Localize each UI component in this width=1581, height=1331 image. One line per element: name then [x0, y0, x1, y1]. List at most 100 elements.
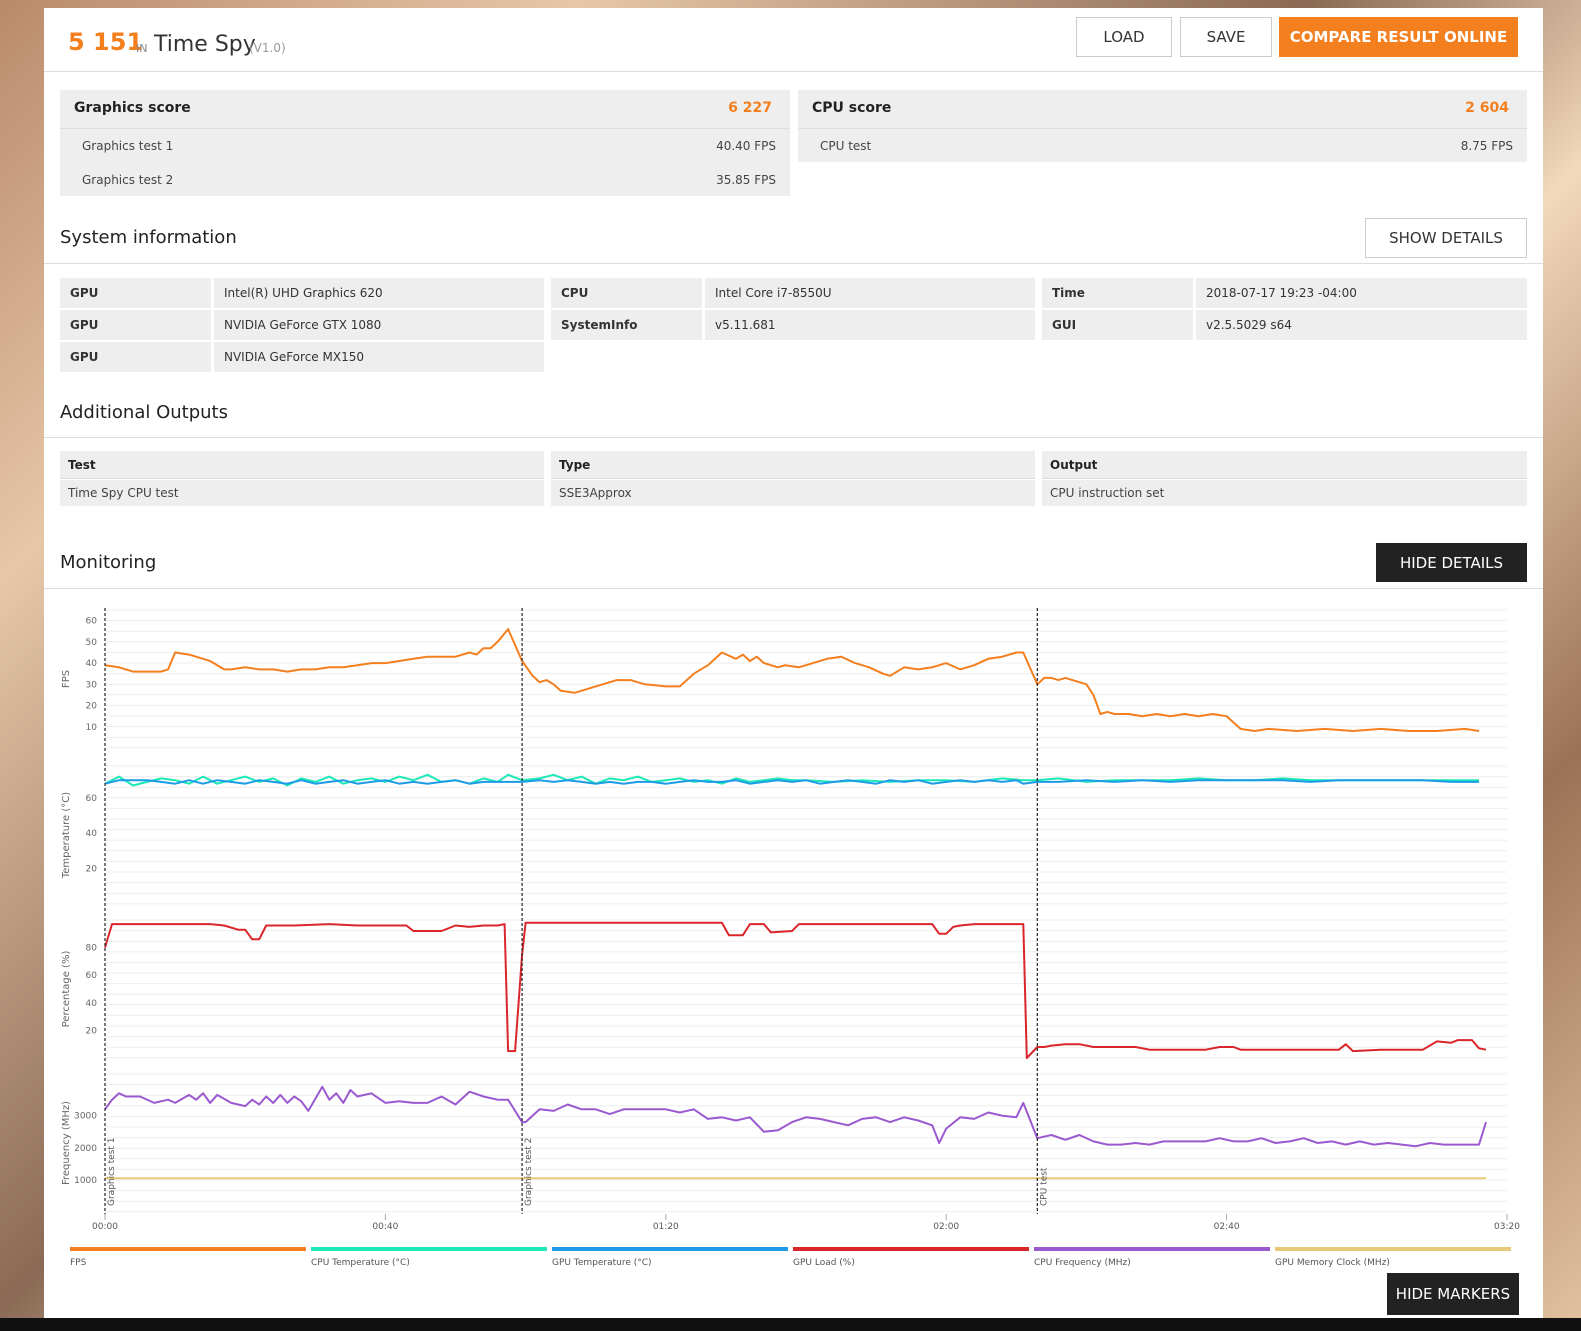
- info-key: GPU: [60, 342, 211, 372]
- show-details-button[interactable]: SHOW DETAILS: [1365, 218, 1527, 258]
- graphics-score-panel: Graphics score 6 227 Graphics test 1 40.…: [60, 90, 790, 196]
- y-axis-label: Percentage (%): [61, 951, 72, 1028]
- y-tick-label: 50: [86, 638, 98, 648]
- section-divider: [44, 588, 1543, 589]
- legend-label: GPU Load (%): [793, 1258, 855, 1268]
- legend-swatch: [1034, 1247, 1270, 1251]
- y-tick-label: 2000: [74, 1144, 97, 1154]
- info-value: NVIDIA GeForce GTX 1080: [214, 310, 544, 340]
- test-name: CPU test: [820, 139, 872, 153]
- additional-outputs-title: Additional Outputs: [60, 402, 228, 423]
- info-key: Time: [1042, 278, 1193, 308]
- legend-label: GPU Memory Clock (MHz): [1275, 1258, 1390, 1268]
- legend-swatch: [70, 1247, 306, 1251]
- cpu-test-row: CPU test 8.75 FPS: [798, 129, 1527, 163]
- result-panel: 5 151 IN Time Spy (V1.0) LOAD SAVE COMPA…: [44, 8, 1543, 1331]
- x-tick-label: 00:40: [372, 1222, 398, 1232]
- legend-label: CPU Frequency (MHz): [1034, 1258, 1131, 1268]
- info-value: NVIDIA GeForce MX150: [214, 342, 544, 372]
- test-marker-label: Graphics test 2: [524, 1138, 534, 1206]
- y-tick-label: 20: [86, 702, 98, 712]
- info-value: v2.5.5029 s64: [1196, 310, 1527, 340]
- outputs-header-test: Test: [60, 451, 544, 479]
- y-tick-label: 80: [86, 944, 98, 954]
- system-information-title: System information: [60, 227, 237, 248]
- y-tick-label: 20: [86, 865, 98, 875]
- outputs-cell-output: CPU instruction set: [1042, 480, 1527, 506]
- test-value: 8.75 FPS: [1460, 139, 1513, 153]
- info-key: SystemInfo: [551, 310, 702, 340]
- monitoring-title: Monitoring: [60, 552, 157, 573]
- y-tick-label: 40: [86, 659, 98, 669]
- series-line-gpu-load: [104, 921, 1487, 1059]
- x-tick-label: 02:00: [933, 1222, 959, 1232]
- info-key: GUI: [1042, 310, 1193, 340]
- graphics-score-value: 6 227: [728, 100, 772, 116]
- y-tick-label: 40: [86, 829, 98, 839]
- hide-markers-button[interactable]: HIDE MARKERS: [1387, 1273, 1519, 1315]
- cpu-score-title: CPU score: [812, 100, 892, 116]
- x-tick-label: 01:20: [653, 1222, 679, 1232]
- compare-result-online-button[interactable]: COMPARE RESULT ONLINE: [1279, 17, 1518, 57]
- cpu-score-panel: CPU score 2 604 CPU test 8.75 FPS: [798, 90, 1527, 162]
- info-value: v5.11.681: [705, 310, 1035, 340]
- info-value: Intel(R) UHD Graphics 620: [214, 278, 544, 308]
- legend-swatch: [793, 1247, 1029, 1251]
- benchmark-name: Time Spy: [154, 32, 256, 57]
- hide-details-button[interactable]: HIDE DETAILS: [1376, 543, 1527, 582]
- y-axis-label: Frequency (MHz): [61, 1101, 72, 1185]
- y-tick-label: 30: [86, 680, 98, 690]
- y-tick-label: 60: [86, 617, 98, 627]
- y-axis-label: FPS: [61, 670, 72, 688]
- info-key: GPU: [60, 310, 211, 340]
- legend-swatch: [552, 1247, 788, 1251]
- graphics-score-title: Graphics score: [74, 100, 191, 116]
- y-tick-label: 1000: [74, 1176, 97, 1186]
- section-divider: [44, 437, 1543, 438]
- x-tick-label: 00:00: [92, 1222, 118, 1232]
- load-button[interactable]: LOAD: [1076, 17, 1172, 57]
- legend-label: FPS: [70, 1258, 87, 1268]
- test-marker-label: Graphics test 1: [107, 1138, 117, 1206]
- outputs-cell-test: Time Spy CPU test: [60, 480, 544, 506]
- info-value: Intel Core i7-8550U: [705, 278, 1035, 308]
- y-tick-label: 40: [86, 999, 98, 1009]
- series-line-fps: [104, 628, 1480, 732]
- series-line-gpu-temperature-c: [104, 779, 1479, 785]
- y-tick-label: 20: [86, 1026, 98, 1036]
- in-label: IN: [136, 42, 148, 55]
- y-axis-label: Temperature (°C): [61, 792, 72, 879]
- outputs-cell-type: SSE3Approx: [551, 480, 1035, 506]
- save-button[interactable]: SAVE: [1180, 17, 1272, 57]
- series-line-cpu-frequency-mhz: [104, 1085, 1487, 1148]
- benchmark-version: (V1.0): [249, 41, 286, 55]
- test-value: 35.85 FPS: [716, 173, 776, 187]
- legend-label: GPU Temperature (°C): [552, 1258, 652, 1268]
- outputs-header-type: Type: [551, 451, 1035, 479]
- legend-label: CPU Temperature (°C): [311, 1258, 410, 1268]
- y-tick-label: 60: [86, 794, 98, 804]
- y-tick-label: 10: [86, 723, 98, 733]
- graphics-test-row: Graphics test 1 40.40 FPS: [60, 129, 790, 163]
- graphics-test-row: Graphics test 2 35.85 FPS: [60, 163, 790, 197]
- info-value: 2018-07-17 19:23 -04:00: [1196, 278, 1527, 308]
- x-tick-label: 02:40: [1214, 1222, 1240, 1232]
- test-value: 40.40 FPS: [716, 139, 776, 153]
- legend-swatch: [1275, 1247, 1511, 1251]
- section-divider: [44, 263, 1543, 264]
- cpu-score-value: 2 604: [1465, 100, 1509, 116]
- overall-score: 5 151: [68, 28, 144, 56]
- y-tick-label: 60: [86, 971, 98, 981]
- test-name: Graphics test 1: [82, 139, 174, 153]
- monitoring-chart: 10 20 30 40 50 60 FPS 20 40 60 Temperature (°C) 20 4…: [61, 608, 1520, 1268]
- header-divider: [44, 71, 1543, 72]
- y-tick-label: 3000: [74, 1112, 97, 1122]
- info-key: GPU: [60, 278, 211, 308]
- x-tick-label: 03:20: [1494, 1222, 1520, 1232]
- outputs-header-output: Output: [1042, 451, 1527, 479]
- taskbar-strip: [0, 1318, 1581, 1331]
- test-name: Graphics test 2: [82, 173, 174, 187]
- legend-swatch: [311, 1247, 547, 1251]
- test-marker-label: CPU test: [1039, 1167, 1049, 1206]
- info-key: CPU: [551, 278, 702, 308]
